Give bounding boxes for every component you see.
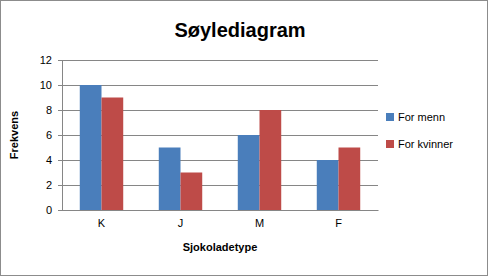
y-tick-label: 4: [46, 154, 52, 166]
y-tick-mark: [58, 85, 62, 86]
legend-item: For kvinner: [386, 138, 453, 150]
y-tick: 10: [40, 79, 62, 91]
y-tick: 12: [40, 54, 62, 66]
legend-item: For menn: [386, 111, 445, 123]
y-tick-mark: [58, 160, 62, 161]
grid-line: [62, 60, 378, 61]
y-tick: 4: [46, 154, 62, 166]
bar: [102, 98, 124, 211]
y-tick-label: 12: [40, 54, 52, 66]
bar: [339, 148, 361, 211]
y-tick-mark: [58, 210, 62, 211]
y-tick-mark: [58, 110, 62, 111]
x-tick-label: J: [178, 217, 184, 229]
x-tick: K: [98, 210, 106, 229]
plot-area: 0 2 4 6 8 10 12 K J M F: [40, 54, 379, 229]
chart-container: 0 2 4 6 8 10 12 K J M F Søylediagram Sjokoladetype Fr…: [0, 0, 488, 276]
x-tick-label: M: [255, 217, 264, 229]
chart-title: Søylediagram: [174, 19, 305, 41]
bar: [238, 135, 260, 210]
y-tick: 0: [46, 204, 62, 216]
y-tick: 6: [46, 129, 62, 141]
axis-line: [58, 61, 63, 211]
y-axis: 0 2 4 6 8 10 12: [40, 54, 63, 216]
y-tick-mark: [58, 185, 62, 186]
bars: [80, 85, 360, 210]
y-tick-mark: [58, 135, 62, 136]
grid-line: [62, 210, 378, 211]
x-tick: J: [178, 210, 184, 229]
bar-series: [102, 98, 361, 211]
y-tick-label: 0: [46, 204, 52, 216]
chart-svg: 0 2 4 6 8 10 12 K J M F Søylediagram Sjokoladetype Fr…: [0, 0, 488, 276]
y-axis-title: Frekvens: [8, 111, 20, 159]
x-tick-label: F: [335, 217, 342, 229]
axis-line: [63, 210, 379, 211]
bar: [159, 148, 181, 211]
bar-series: [80, 85, 339, 210]
y-tick: 2: [46, 179, 62, 191]
legend-swatch: [386, 140, 394, 148]
chart-frame: [1, 1, 488, 276]
x-axis: KJMF: [63, 210, 379, 229]
x-axis-title: Sjokoladetype: [183, 241, 258, 253]
bar: [260, 110, 282, 210]
y-tick: 8: [46, 104, 62, 116]
x-tick: F: [335, 210, 342, 229]
legend: For menn For kvinner: [386, 111, 453, 150]
legend-swatch: [386, 113, 394, 121]
grid-line: [62, 85, 378, 86]
y-tick-label: 2: [46, 179, 52, 191]
y-tick-mark: [58, 60, 62, 61]
y-tick-label: 10: [40, 79, 52, 91]
bar: [80, 85, 102, 210]
legend-label: For menn: [398, 111, 445, 123]
grid: [62, 61, 378, 211]
y-tick-label: 6: [46, 129, 52, 141]
y-tick-label: 8: [46, 104, 52, 116]
bar: [317, 160, 339, 210]
bar: [181, 173, 203, 211]
x-tick: M: [255, 210, 264, 229]
legend-label: For kvinner: [398, 138, 453, 150]
x-tick-label: K: [98, 217, 106, 229]
